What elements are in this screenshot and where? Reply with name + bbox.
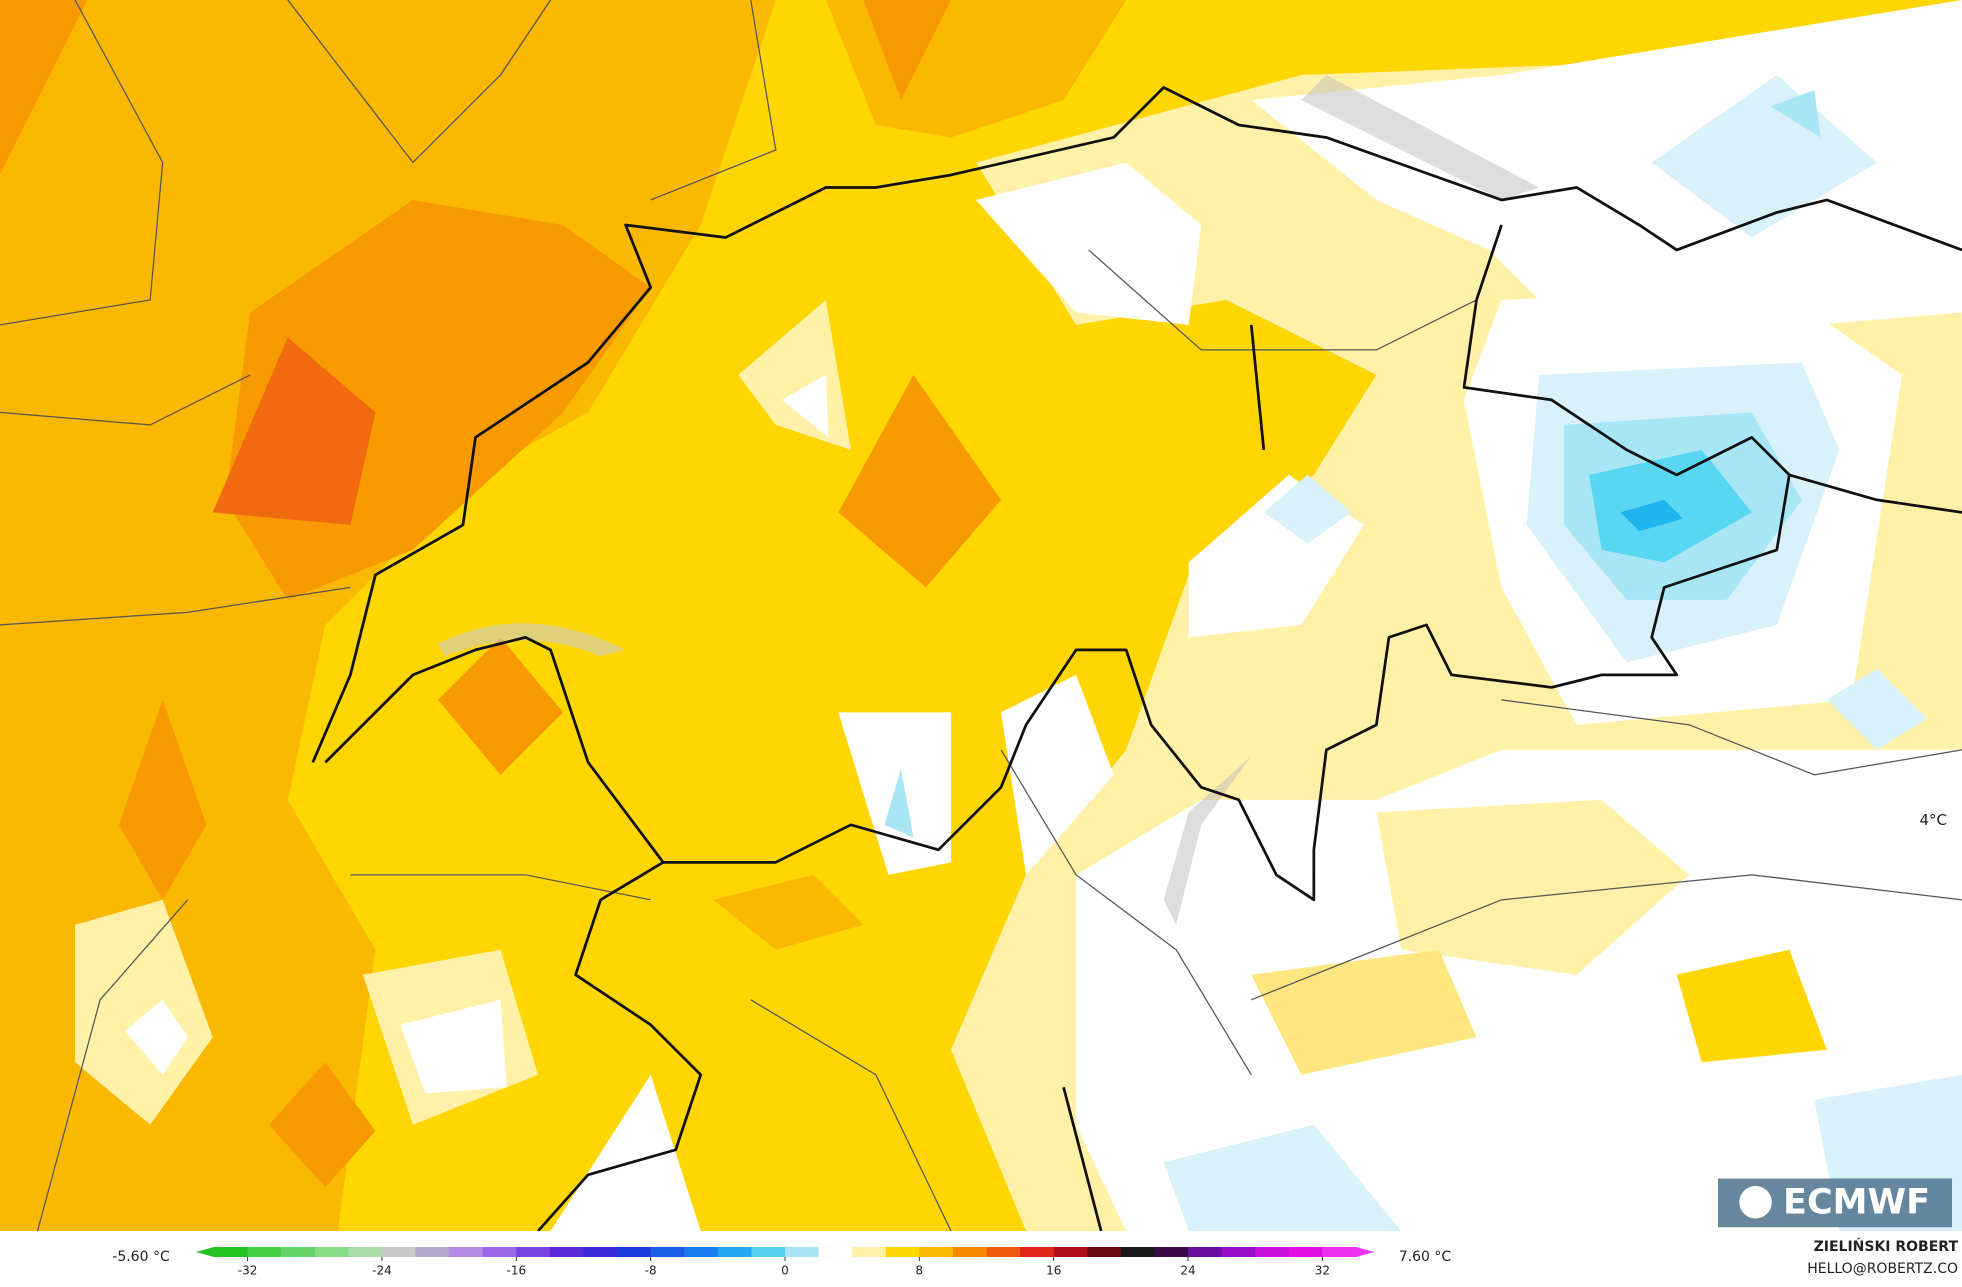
logo-icon (1739, 1186, 1772, 1219)
country-border (537, 324, 1962, 1231)
colorbar-segment (617, 1247, 652, 1257)
colorbar-segment (818, 1247, 853, 1257)
colorbar-tick-label: -16 (506, 1264, 526, 1278)
field-white (1076, 749, 1962, 1231)
colorbar-end (1356, 1247, 1374, 1257)
colorbar-segment (516, 1247, 551, 1257)
colorbar-segment (415, 1247, 450, 1257)
map: 4°C ECMWF (0, 0, 1962, 1231)
colorbar-segment (1255, 1247, 1290, 1257)
field-yellow (1676, 949, 1827, 1063)
colorbar-segment (650, 1247, 685, 1257)
colorbar-segment (1120, 1247, 1155, 1257)
region-border (0, 0, 1962, 1231)
colorbar-segment (1053, 1247, 1088, 1257)
field-white (125, 999, 188, 1075)
lake (1301, 74, 1540, 200)
colorbar-tick-label: 24 (1180, 1264, 1195, 1278)
colorbar-segment (717, 1247, 752, 1257)
colorbar-segment (885, 1247, 920, 1257)
field-pale (75, 899, 213, 1125)
colorbar-segment (247, 1247, 282, 1257)
field-light-blue (1263, 474, 1352, 544)
colorbar-tick-label: -24 (372, 1264, 392, 1278)
field-white (550, 1074, 701, 1231)
field-orange (713, 874, 864, 950)
colorbar-segment (785, 1247, 820, 1257)
colorbar-segment (852, 1247, 887, 1257)
country-border (311, 86, 1962, 763)
colorbar-tick-label: 8 (916, 1264, 924, 1278)
colorbar-segment (449, 1247, 484, 1257)
contact: HELLO@ROBERTZ.CO (1807, 1261, 1958, 1277)
logo-text: ECMWF (1783, 1183, 1930, 1223)
field-red (212, 337, 376, 525)
field-white (1251, 0, 1962, 325)
colorbar-segment (1288, 1247, 1323, 1257)
field-dark-orange (0, 0, 88, 175)
field-light-yellow (1251, 949, 1477, 1075)
colorbar-segment (214, 1247, 249, 1257)
field-deep-blue (1620, 499, 1683, 532)
colorbar-tick-label: 0 (781, 1264, 789, 1278)
colorbar-segment (986, 1247, 1021, 1257)
colorbar-segment (549, 1247, 584, 1257)
colorbar-tick-label: -32 (238, 1264, 258, 1278)
field-white (400, 999, 507, 1094)
legend-max-label: 7.60 °C (1399, 1249, 1452, 1265)
field-pale (1376, 799, 1690, 975)
field-white (1001, 674, 1114, 875)
colorbar-segment (1020, 1247, 1055, 1257)
field-white (782, 374, 829, 438)
legend: -5.60 °C 7.60 °C ZIELIŃSKI ROBERT HELLO@… (112, 1237, 1959, 1278)
field-light-blue (1826, 668, 1927, 750)
colorbar-segment (952, 1247, 988, 1257)
colorbar-segment (381, 1247, 417, 1257)
colorbar-tick-label: 16 (1046, 1264, 1061, 1278)
field-light-blue (1651, 74, 1877, 238)
colorbar-segment (314, 1247, 349, 1257)
colorbar-tick-label: -8 (645, 1264, 657, 1278)
colorbar-end (196, 1247, 214, 1257)
colorbar-segment (482, 1247, 517, 1257)
field-dark-orange (838, 374, 1002, 588)
colorbar-tick-label: 32 (1315, 1264, 1330, 1278)
contour-label: 4°C (1919, 811, 1947, 829)
colorbar-segment (348, 1247, 383, 1257)
colorbar-segment (1087, 1247, 1122, 1257)
field-dark-orange (269, 1062, 376, 1188)
field-dark-orange (118, 699, 207, 900)
colorbar-segment (684, 1247, 719, 1257)
legend-min-label: -5.60 °C (112, 1249, 170, 1265)
colorbar-segment (751, 1247, 786, 1257)
colorbar-segment (281, 1247, 316, 1257)
colorbar-segment (1188, 1247, 1223, 1257)
field-light-blue (1163, 1124, 1402, 1231)
lake (1163, 756, 1252, 925)
colorbar-segment (1154, 1247, 1189, 1257)
field-cyan (1770, 89, 1821, 138)
colorbar-segment (1322, 1247, 1357, 1257)
colorbar-segment (583, 1247, 618, 1257)
country-border (324, 224, 1791, 902)
field-white (975, 162, 1202, 325)
field-dark-orange (437, 637, 564, 775)
colorbar-segment (919, 1247, 954, 1257)
field-cyan (884, 768, 914, 838)
author: ZIELIŃSKI ROBERT (1814, 1237, 1959, 1255)
field-dark-orange (863, 0, 951, 100)
colorbar-segment (1221, 1247, 1256, 1257)
